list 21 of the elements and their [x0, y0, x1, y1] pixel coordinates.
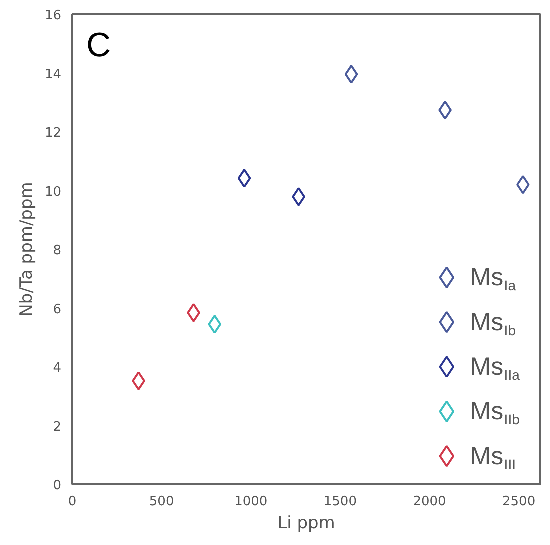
y-tick-label: 0 [53, 478, 62, 494]
y-tick-label: 8 [53, 244, 62, 258]
chart-title: C [86, 26, 112, 64]
x-tick-label: 2000 [413, 494, 446, 510]
point [208, 314, 222, 334]
y-tick-label: 10 [44, 184, 62, 200]
x-axis-title: Li ppm [278, 514, 336, 534]
x-tick-label: 1000 [234, 494, 268, 510]
x-tick-label: 0 [68, 494, 77, 510]
point [238, 168, 252, 188]
y-tick-label: 16 [44, 8, 62, 24]
x-tick-label: 500 [149, 494, 174, 510]
y-tick-label: 6 [53, 302, 62, 318]
y-tick-label: 4 [53, 361, 62, 376]
y-tick-label: 12 [44, 126, 62, 141]
point [344, 64, 358, 84]
x-tick-label: 1500 [324, 494, 357, 510]
x-tick-label: 2500 [502, 494, 536, 510]
y-axis-title: Nb/Ta ppm/ppm [16, 182, 37, 317]
y-tick-label: 2 [53, 420, 62, 435]
y-tick-label: 14 [44, 67, 62, 82]
